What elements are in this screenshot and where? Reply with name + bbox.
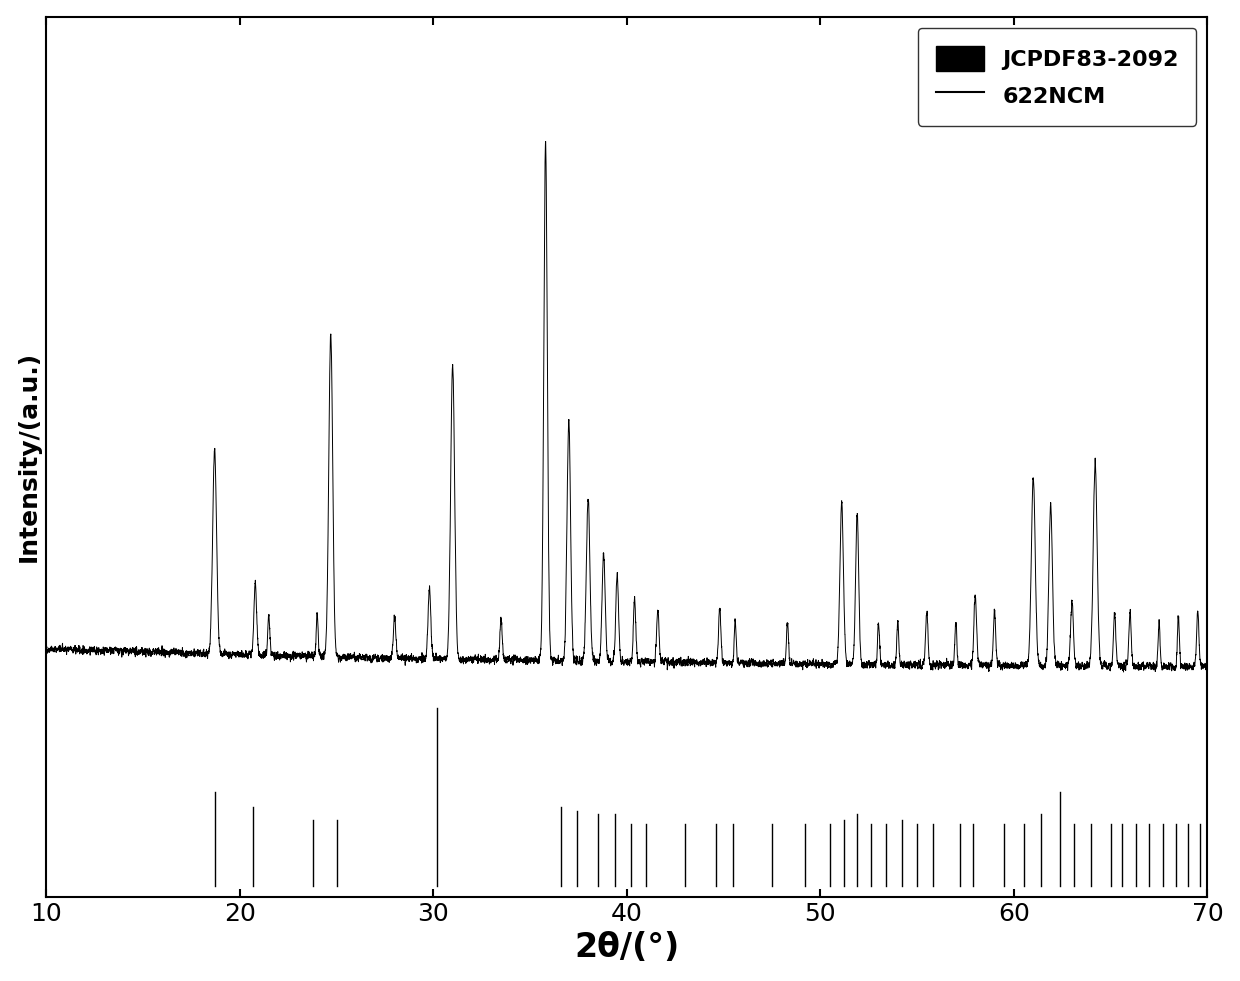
- Y-axis label: Intensity/(a.u.): Intensity/(a.u.): [16, 351, 41, 562]
- Legend: JCPDF83-2092, 622NCM: JCPDF83-2092, 622NCM: [918, 27, 1197, 126]
- X-axis label: 2θ/(°): 2θ/(°): [574, 931, 680, 964]
